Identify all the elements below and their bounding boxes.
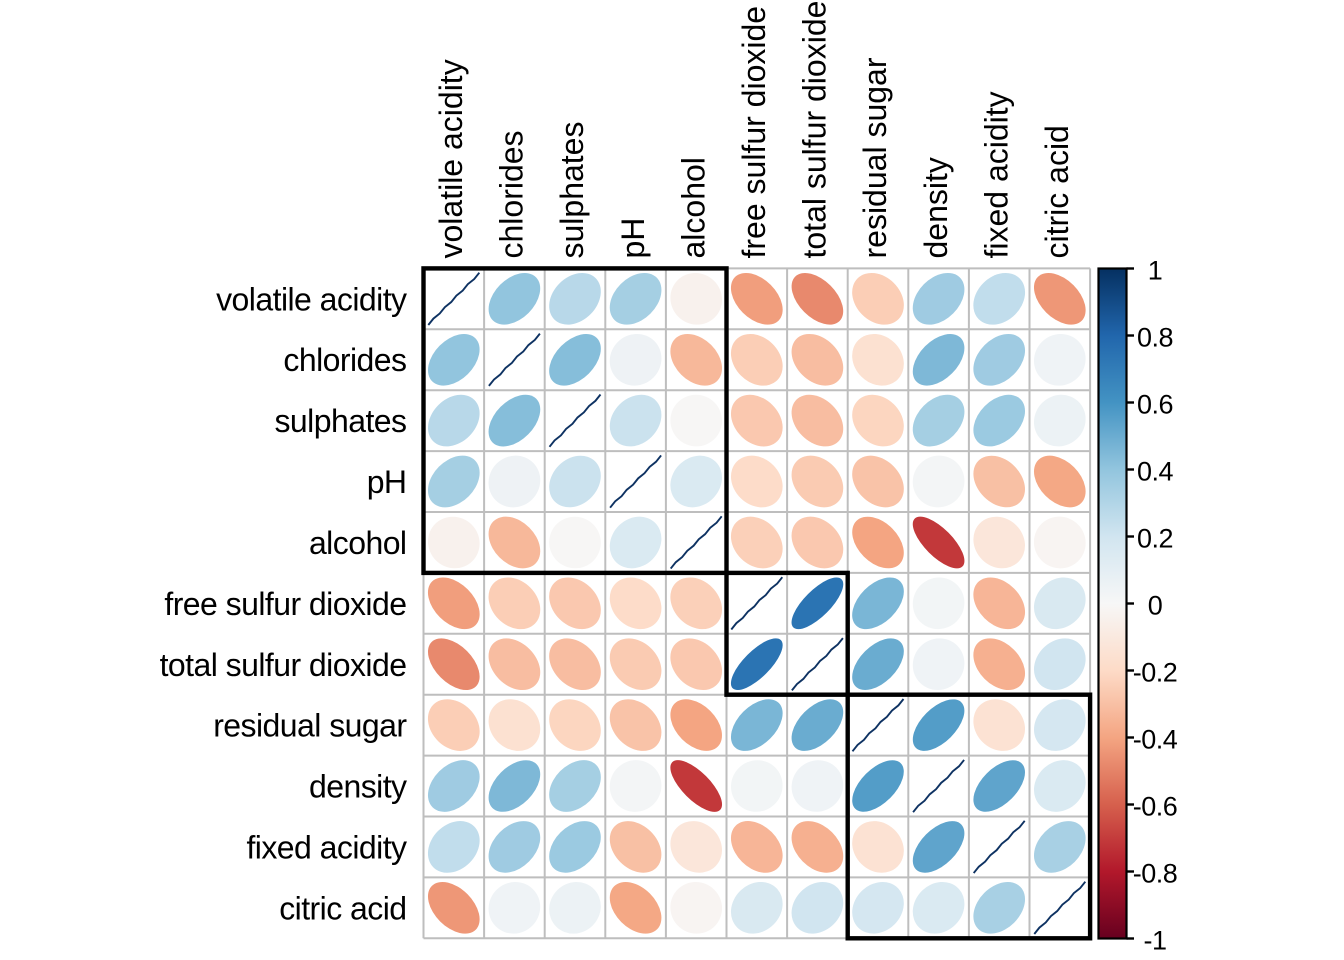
svg-text:sulphates: sulphates <box>274 403 406 439</box>
svg-text:chlorides: chlorides <box>283 342 406 378</box>
svg-text:alcohol: alcohol <box>309 525 407 561</box>
svg-text:density: density <box>309 769 407 805</box>
svg-text:citric acid: citric acid <box>1039 125 1075 258</box>
svg-text:chlorides: chlorides <box>494 130 530 258</box>
svg-text:-0.8: -0.8 <box>1133 859 1178 889</box>
svg-text:total sulfur dioxide: total sulfur dioxide <box>797 1 833 259</box>
svg-text:density: density <box>918 157 954 258</box>
svg-text:free sulfur dioxide: free sulfur dioxide <box>164 586 406 622</box>
svg-text:free sulfur dioxide: free sulfur dioxide <box>736 6 772 259</box>
svg-text:volatile acidity: volatile acidity <box>216 281 407 317</box>
svg-text:fixed acidity: fixed acidity <box>246 829 407 865</box>
svg-text:1: 1 <box>1148 256 1163 286</box>
svg-text:-0.4: -0.4 <box>1133 725 1178 755</box>
svg-text:volatile acidity: volatile acidity <box>433 59 469 258</box>
svg-text:fixed acidity: fixed acidity <box>978 91 1014 258</box>
svg-text:-1: -1 <box>1143 926 1166 956</box>
svg-text:citric acid: citric acid <box>279 890 406 926</box>
svg-text:-0.2: -0.2 <box>1133 658 1178 688</box>
svg-text:alcohol: alcohol <box>675 157 711 258</box>
svg-text:pH: pH <box>367 464 407 500</box>
svg-text:0.8: 0.8 <box>1137 323 1173 353</box>
svg-text:0.4: 0.4 <box>1137 457 1174 487</box>
svg-text:0.2: 0.2 <box>1137 524 1173 554</box>
svg-text:residual sugar: residual sugar <box>857 57 893 258</box>
svg-text:sulphates: sulphates <box>554 122 590 259</box>
svg-text:total sulfur dioxide: total sulfur dioxide <box>160 647 407 683</box>
svg-text:pH: pH <box>615 218 651 259</box>
svg-text:residual sugar: residual sugar <box>213 708 407 744</box>
svg-text:-0.6: -0.6 <box>1133 792 1178 822</box>
svg-text:0.6: 0.6 <box>1137 390 1173 420</box>
svg-text:0: 0 <box>1148 591 1163 621</box>
